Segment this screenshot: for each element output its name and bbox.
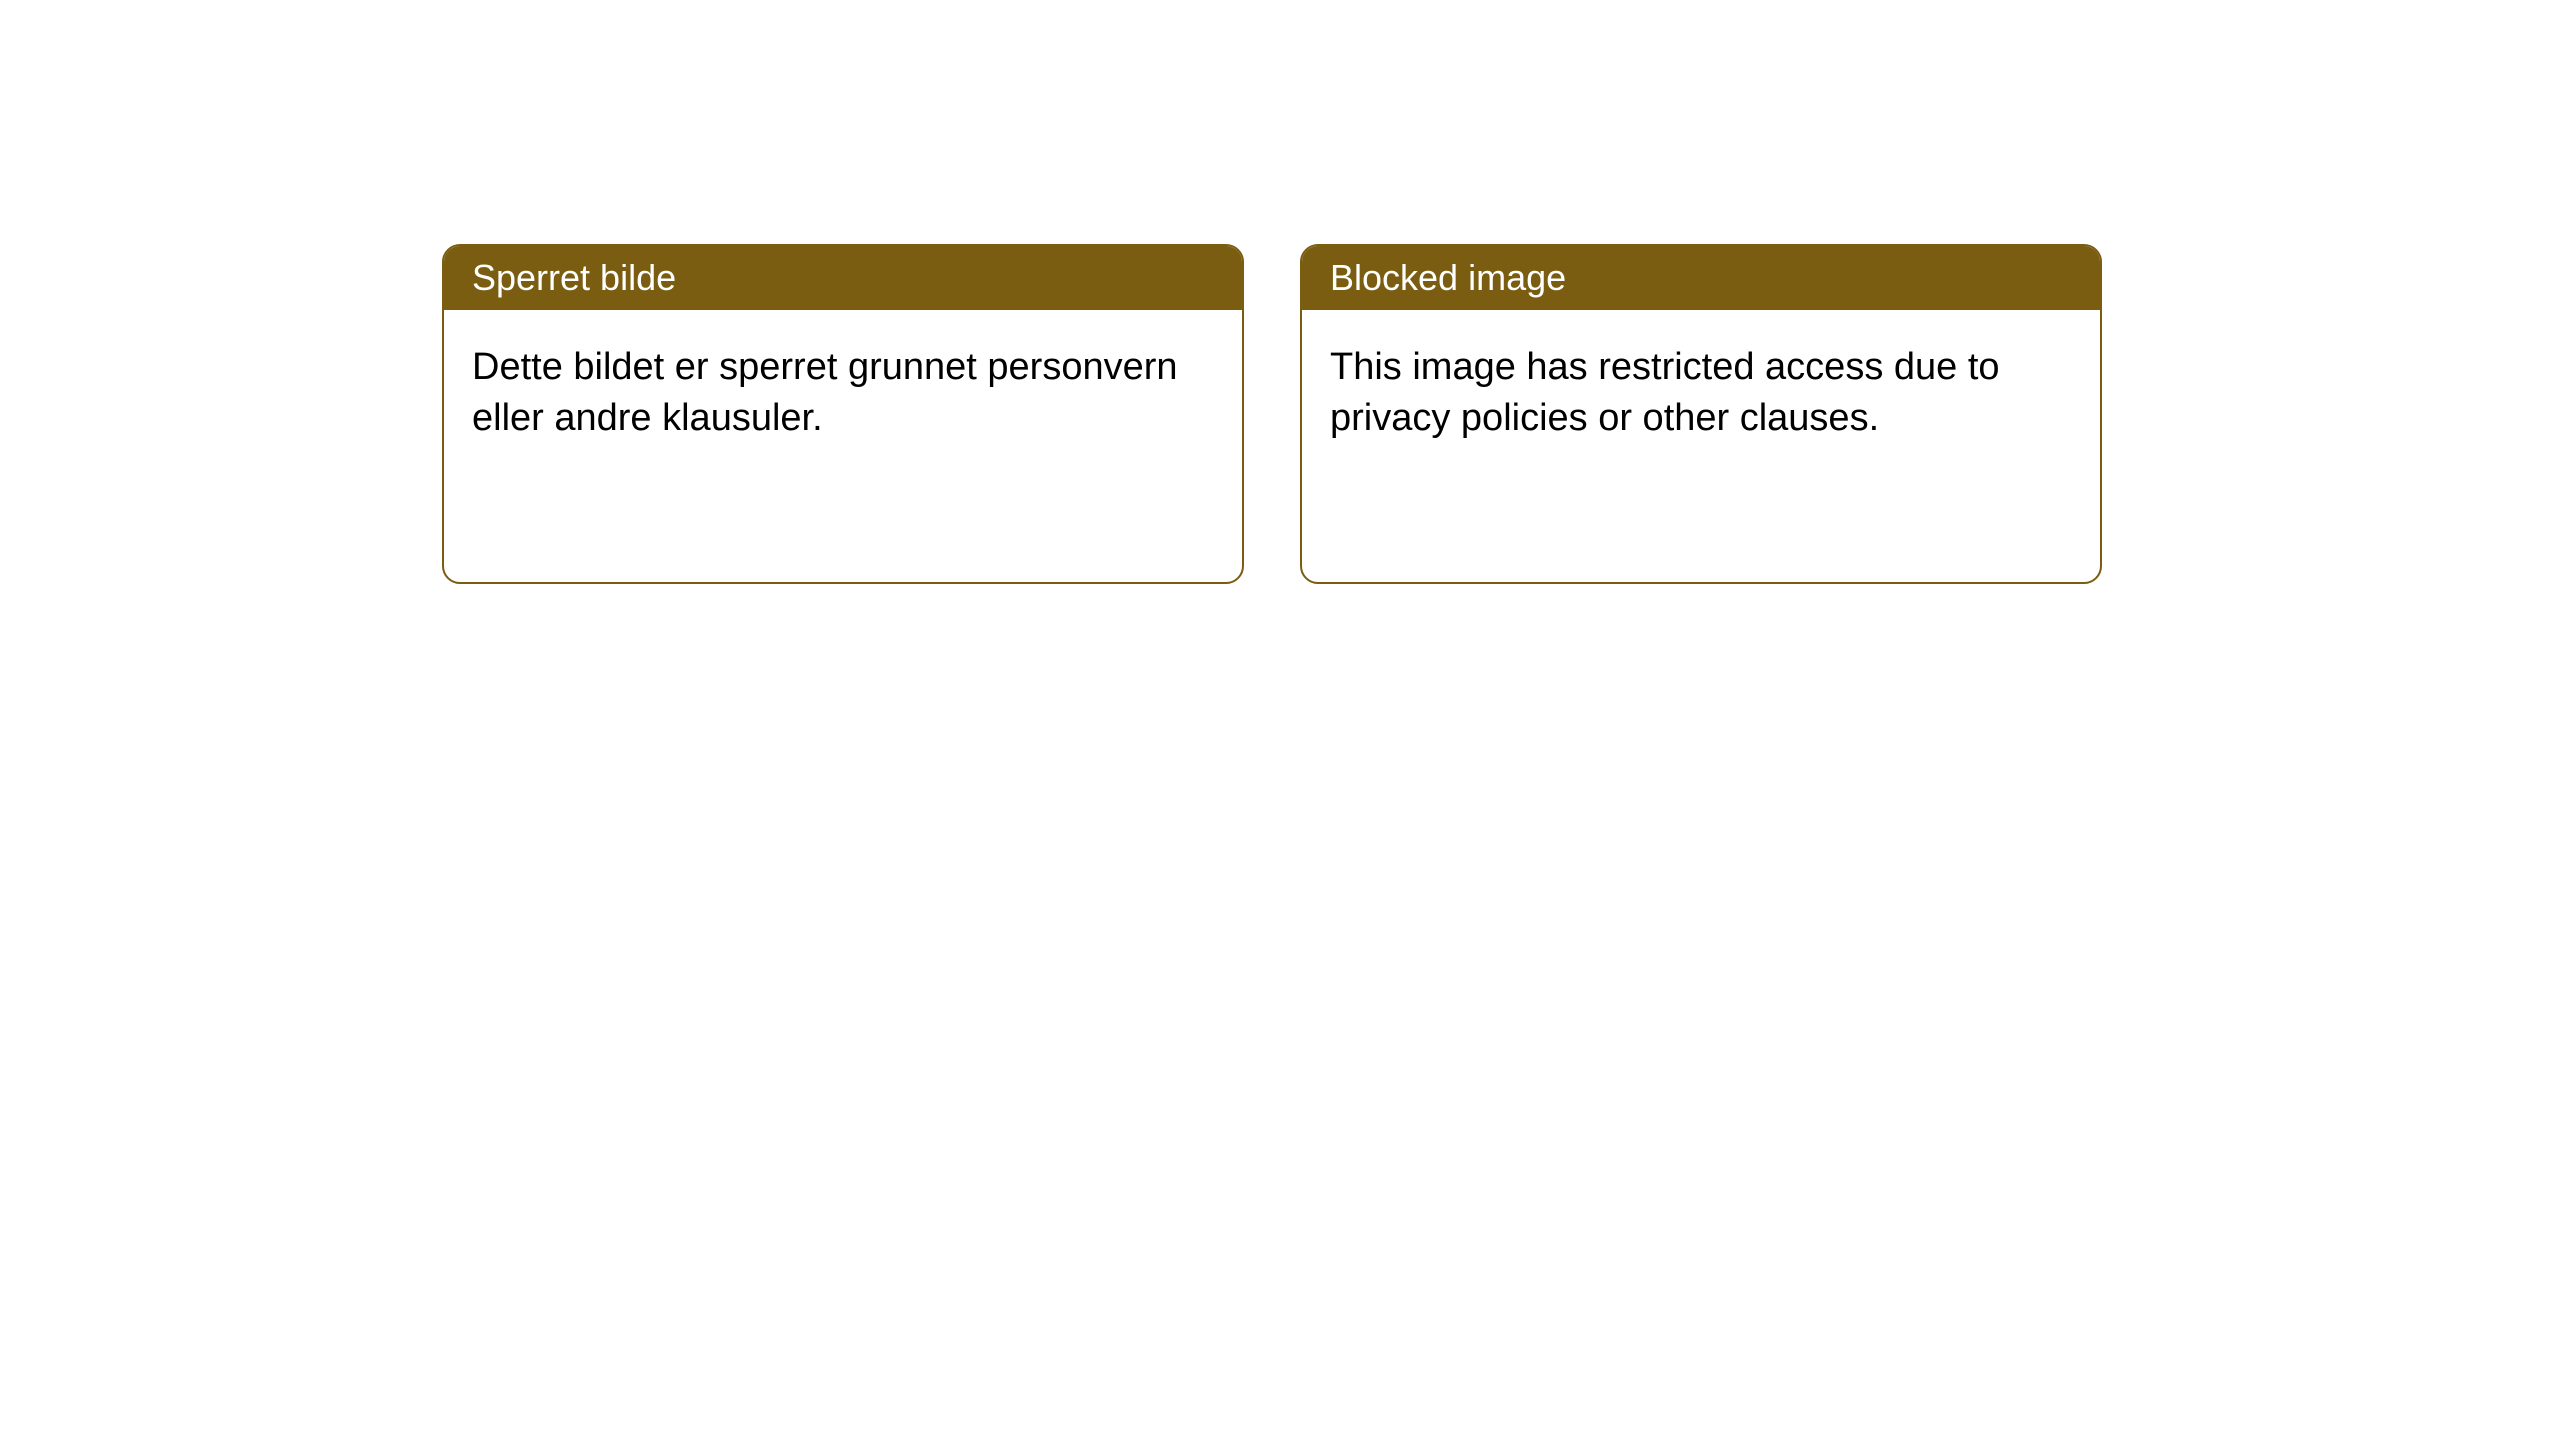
blocked-image-card-no: Sperret bilde Dette bildet er sperret gr… (442, 244, 1244, 584)
card-header: Sperret bilde (444, 246, 1242, 310)
card-body: Dette bildet er sperret grunnet personve… (444, 310, 1242, 477)
card-body: This image has restricted access due to … (1302, 310, 2100, 477)
card-title: Blocked image (1330, 257, 1566, 298)
card-header: Blocked image (1302, 246, 2100, 310)
card-body-text: This image has restricted access due to … (1330, 346, 2000, 439)
notice-cards-container: Sperret bilde Dette bildet er sperret gr… (0, 0, 2560, 584)
card-title: Sperret bilde (472, 257, 676, 298)
blocked-image-card-en: Blocked image This image has restricted … (1300, 244, 2102, 584)
card-body-text: Dette bildet er sperret grunnet personve… (472, 346, 1178, 439)
